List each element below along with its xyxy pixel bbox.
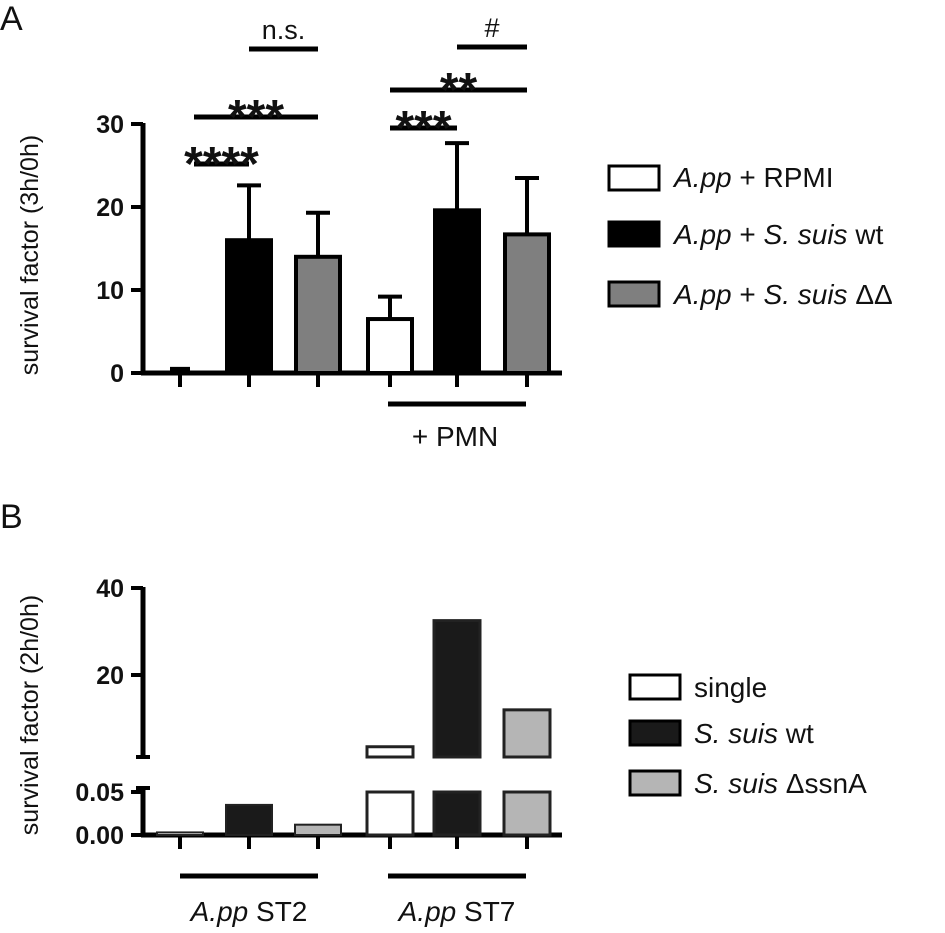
panel-a-bars xyxy=(170,141,551,375)
panel-a-bar-4 xyxy=(433,208,481,375)
panel-b-bars xyxy=(156,619,552,837)
group-label-st2: A.pp ST2 xyxy=(189,896,308,927)
panel-b-bar-1 xyxy=(225,803,273,837)
legend-b-entry-single: single xyxy=(694,672,767,703)
legend-a-swatch-rpmi xyxy=(607,164,661,192)
sig-label-4: ** xyxy=(440,64,478,117)
panel-b-y-tick-label-1: 0.05 xyxy=(75,779,124,807)
panel-b-bar-5-upper xyxy=(502,708,552,759)
panel-a-significance: *******n.s.*****# xyxy=(184,13,527,191)
legend-a-entry-wt: A.pp + S. suis wt xyxy=(672,219,884,250)
panel-b-y-tick-label-0: 0.00 xyxy=(75,822,124,850)
panel-b-label: B xyxy=(0,498,23,536)
panel-b-bar-3-lower xyxy=(365,790,415,837)
sig-label-2: n.s. xyxy=(262,15,306,45)
panel-a-y-tick-label-0: 0 xyxy=(110,360,124,388)
panel-a-bar-3 xyxy=(366,317,414,375)
panel-b-y-tick-label-2: 20 xyxy=(96,662,124,690)
legend-a-swatch-wt xyxy=(607,220,661,248)
legend-a-swatch-dd xyxy=(607,280,661,308)
panel-a-bar-2 xyxy=(294,254,342,375)
pmn-group-label: + PMN xyxy=(412,421,498,452)
legend-b-swatch-single xyxy=(628,673,682,701)
legend-b-swatch-ssna xyxy=(628,769,682,797)
legend-b-entry-ssna: S. suis ΔssnA xyxy=(694,768,867,799)
panel-a-y-tick-label-2: 20 xyxy=(96,194,124,222)
panel-a-bar-1 xyxy=(225,238,273,375)
panel-b-bar-2 xyxy=(294,823,342,836)
panel-b-axes: 0.00 0.05 20 40 xyxy=(75,575,562,850)
sig-label-1: *** xyxy=(228,91,284,144)
group-label-st7: A.pp ST7 xyxy=(397,896,516,927)
sig-label-3: *** xyxy=(395,102,451,155)
legend-a-entry-dd: A.pp + S. suis ΔΔ xyxy=(672,279,893,310)
panel-b-bar-0 xyxy=(156,831,204,836)
panel-a-legend: A.pp + RPMI A.pp + S. suis wt A.pp + S. … xyxy=(607,162,893,310)
legend-b-entry-wt: S. suis wt xyxy=(694,718,814,749)
panel-b-bar-4-lower xyxy=(432,790,482,837)
panel-b-bar-4-upper xyxy=(432,619,482,759)
legend-a-entry-rpmi: A.pp + RPMI xyxy=(672,162,834,193)
panel-a-y-tick-label-3: 30 xyxy=(96,111,124,139)
panel-a-bar-5 xyxy=(503,232,551,375)
legend-b-swatch-wt xyxy=(628,719,682,747)
panel-a-y-axis-label: survival factor (3h/0h) xyxy=(16,135,44,375)
panel-a-label: A xyxy=(0,0,23,38)
panel-b-y-tick-label-3: 40 xyxy=(96,575,124,603)
panel-b-legend: single S. suis wt S. suis ΔssnA xyxy=(628,672,867,799)
panel-b-bar-5-lower xyxy=(502,790,552,837)
sig-label-0: **** xyxy=(184,138,259,191)
panel-b-bar-3-upper xyxy=(365,745,415,759)
panel-b-y-axis-label: survival factor (2h/0h) xyxy=(16,595,44,835)
panel-a-y-tick-label-1: 10 xyxy=(96,277,124,305)
panel-a-axes: 0 10 20 30 xyxy=(96,111,562,388)
sig-label-5: # xyxy=(484,13,499,43)
